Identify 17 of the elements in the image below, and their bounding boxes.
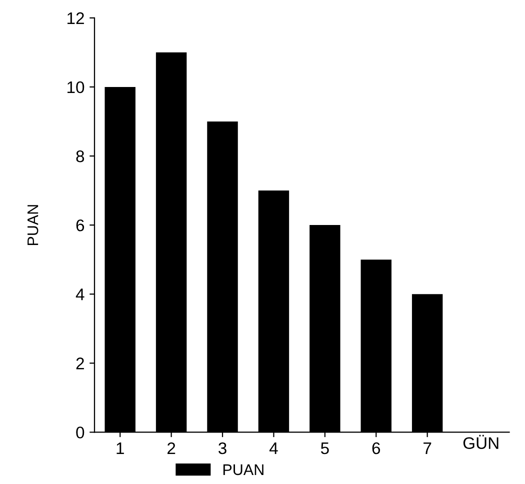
- x-tick-label: 4: [269, 442, 278, 454]
- x-tick-label: 3: [218, 442, 226, 454]
- y-tick-label: 4: [76, 288, 84, 300]
- y-tick-label: 10: [68, 81, 84, 94]
- x-tick-label: 1: [116, 442, 124, 454]
- y-tick-label: 0: [76, 426, 84, 438]
- x-axis-title: GÜN: [463, 434, 498, 450]
- y-tick-label: 8: [76, 150, 84, 162]
- y-tick-label: 2: [76, 358, 84, 370]
- y-tick-label: 12: [68, 12, 84, 24]
- x-tick-label: 5: [320, 442, 329, 454]
- x-tick-label: 6: [372, 442, 380, 454]
- y-tick-label: 6: [76, 219, 84, 232]
- legend-label: PUAN: [223, 464, 264, 476]
- x-tick-label: 2: [168, 442, 176, 454]
- x-tick-label: 7: [424, 442, 432, 454]
- y-axis-title: PUAN: [28, 205, 38, 246]
